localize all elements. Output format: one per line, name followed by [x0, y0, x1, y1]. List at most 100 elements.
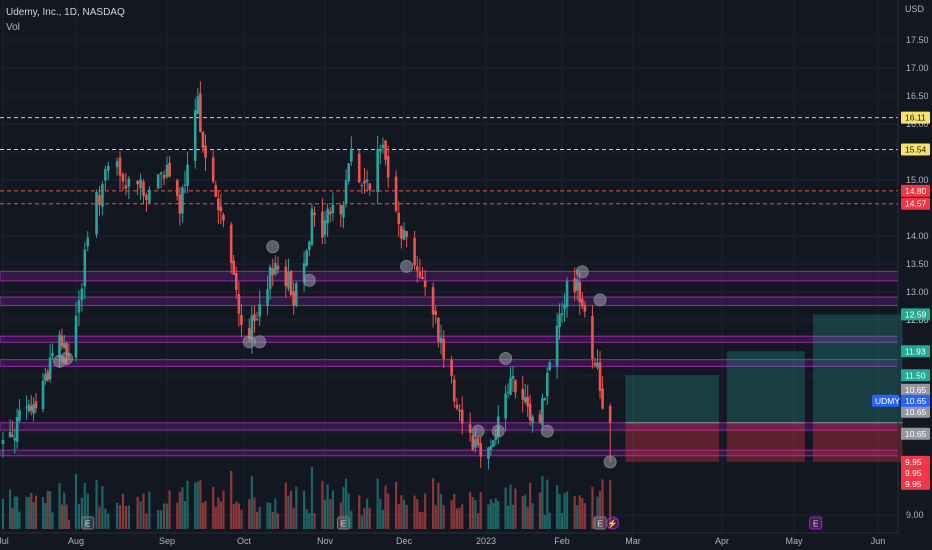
volume-bar: [160, 510, 163, 529]
volume-bar: [121, 493, 125, 529]
volume-bar: [504, 487, 507, 529]
candle-body: [258, 304, 261, 317]
volume-bar: [442, 505, 445, 529]
volume-bar: [437, 482, 440, 529]
price-tag-label: 10.65: [905, 429, 927, 439]
volume-bar: [67, 519, 71, 529]
price-tick-label: 17.50: [906, 35, 929, 45]
candle-body: [376, 148, 379, 193]
volume-bar: [494, 498, 497, 529]
volume-bar: [531, 502, 534, 529]
volume-bar: [95, 480, 98, 529]
volume-bar: [118, 505, 122, 529]
candle-body: [214, 185, 218, 197]
stop-loss-zone: [726, 422, 805, 462]
candle-body: [27, 404, 31, 412]
volume-bar: [44, 503, 47, 529]
volume-bar: [469, 492, 472, 529]
volume-bar: [576, 505, 579, 529]
candle-body: [328, 211, 332, 215]
volume-bar: [418, 511, 421, 529]
candle-body: [431, 287, 435, 315]
candle-body: [489, 446, 493, 450]
candle-body: [44, 374, 47, 381]
earnings-marker: [336, 516, 350, 530]
volume-bar: [51, 512, 54, 529]
price-tag-label: 9.95: [905, 457, 922, 467]
volume-bar: [219, 501, 222, 529]
event-markers: E E E E ⚡: [81, 516, 823, 530]
volume-bar: [217, 497, 220, 529]
volume-bar: [339, 502, 342, 529]
volume-bar: [563, 493, 566, 529]
candle-body: [305, 250, 309, 266]
earnings-marker-label: E: [597, 519, 603, 529]
candle-body: [268, 267, 272, 290]
candle-body: [326, 208, 329, 224]
candle-body: [339, 205, 343, 215]
price-tick-label: 16.50: [906, 91, 929, 101]
candle-body: [196, 96, 200, 114]
volume-bar: [489, 499, 493, 529]
volume-bar: [148, 491, 151, 529]
earnings-marker-label: E: [813, 519, 819, 529]
candle-body: [418, 272, 422, 278]
volume-bar: [514, 488, 517, 529]
candle-body: [156, 174, 160, 189]
volume-bar: [212, 487, 215, 529]
volume-bar: [308, 513, 311, 529]
volume-bar: [366, 498, 369, 529]
volume-bar: [145, 513, 148, 529]
volume-bar: [474, 500, 477, 529]
volume-bar: [27, 497, 31, 529]
volume-bar: [139, 501, 142, 529]
candle-body: [313, 212, 316, 216]
candle-body: [521, 389, 525, 400]
volume-bar: [178, 491, 181, 529]
candle-body: [86, 237, 90, 247]
candle-body: [145, 194, 148, 200]
price-tag: [901, 455, 930, 468]
pivot-circle: [499, 352, 513, 366]
volume-bar: [46, 490, 49, 529]
volume-bar: [276, 513, 280, 529]
volume-bar: [326, 484, 329, 529]
candle-body: [583, 304, 587, 312]
candle-body: [331, 205, 335, 213]
volume-bar: [509, 484, 512, 529]
volume-bar: [230, 470, 233, 529]
candle-body: [528, 403, 532, 421]
price-tick-label: 13.00: [906, 287, 929, 297]
volume-bar: [560, 512, 564, 529]
candle-body: [165, 164, 169, 177]
volume-bar: [101, 486, 104, 529]
volume-bar: [65, 504, 68, 529]
candle-body: [58, 334, 61, 358]
price-tag: [901, 111, 930, 124]
candle-body: [573, 278, 576, 293]
candle-body: [593, 362, 597, 366]
pivot-markers: [53, 240, 617, 469]
candle-body: [217, 198, 220, 211]
time-tick-label: Jul: [0, 536, 9, 546]
candle-body: [292, 291, 295, 306]
volume-bar: [289, 490, 293, 529]
volume-bar: [413, 495, 416, 529]
price-tag-label: 9.95: [905, 468, 922, 478]
volume-bar: [342, 486, 345, 529]
volume-bar: [16, 496, 19, 529]
profit-zone: [625, 375, 720, 423]
candle-body: [127, 178, 131, 187]
candle-body: [287, 271, 290, 289]
candle-body: [434, 310, 438, 315]
candle-body: [543, 398, 547, 400]
volume-bar: [565, 491, 569, 529]
candle-body: [237, 294, 241, 314]
volume-bar: [424, 493, 427, 529]
candle-body: [452, 379, 456, 402]
volume-bar: [63, 492, 66, 529]
candle-body: [60, 335, 64, 347]
candle-body: [563, 304, 566, 310]
volume-bar: [34, 495, 38, 529]
